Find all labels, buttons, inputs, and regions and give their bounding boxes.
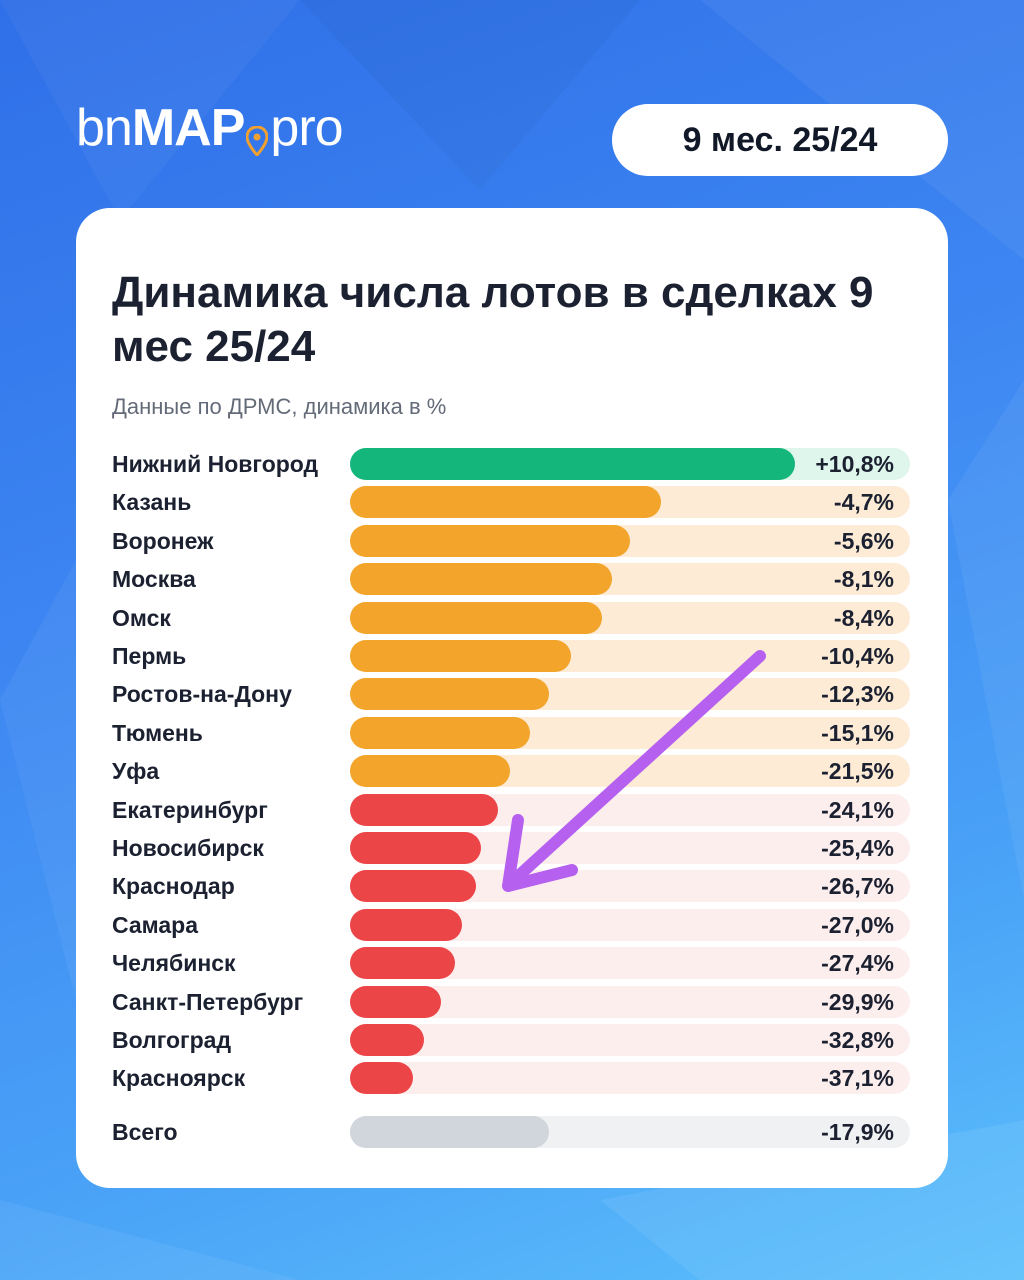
bar-label-15: Волгоград (112, 1027, 232, 1053)
bar-track-5: -10,4% (350, 640, 910, 672)
bnmap-logo: bn MAP pro (76, 98, 344, 158)
bar-value-total: -17,9% (821, 1119, 894, 1145)
bar-3 (350, 563, 612, 595)
bar-track-16: -37,1% (350, 1062, 910, 1094)
bar-value-10: -25,4% (821, 835, 894, 861)
bar-value-11: -26,7% (821, 873, 894, 899)
bar-track-1: -4,7% (350, 486, 910, 518)
bar-7 (350, 717, 530, 749)
bar-track-11: -26,7% (350, 870, 910, 902)
bar-value-9: -24,1% (821, 797, 894, 823)
bar-label-1: Казань (112, 489, 192, 515)
bar-label-4: Омск (112, 605, 171, 631)
bar-6 (350, 678, 549, 710)
bar-label-6: Ростов-на-Дону (112, 681, 292, 707)
bar-label-3: Москва (112, 566, 196, 592)
map-pin-icon (246, 126, 269, 156)
bar-value-12: -27,0% (821, 912, 894, 938)
bar-track-6: -12,3% (350, 678, 910, 710)
logo-map-text: MAP (131, 99, 246, 157)
bar-track-7: -15,1% (350, 717, 910, 749)
bar-14 (350, 986, 441, 1018)
bar-value-3: -8,1% (833, 566, 894, 592)
bar-label-7: Тюмень (112, 720, 203, 746)
bar-11 (350, 870, 476, 902)
bar-value-7: -15,1% (821, 720, 894, 746)
bar-label-8: Уфа (112, 758, 160, 784)
bar-label-total: Всего (112, 1119, 178, 1145)
bar-value-14: -29,9% (821, 989, 894, 1015)
bar-label-13: Челябинск (112, 950, 236, 976)
bar-label-12: Самара (112, 912, 199, 938)
logo-bn-text: bn (76, 99, 133, 157)
bar-track-2: -5,6% (350, 525, 910, 557)
bar-5 (350, 640, 571, 672)
bar-track-3: -8,1% (350, 563, 910, 595)
chart-subtitle: Данные по ДРМС, динамика в % (112, 394, 447, 419)
bar-8 (350, 755, 510, 787)
bar-1 (350, 486, 661, 518)
bar-value-16: -37,1% (821, 1065, 894, 1091)
bar-track-0: +10,8% (350, 448, 910, 480)
bar-track-12: -27,0% (350, 909, 910, 941)
logo-pro-text: pro (270, 99, 343, 157)
bar-0 (350, 448, 795, 480)
bar-value-5: -10,4% (821, 643, 894, 669)
bar-track-total: -17,9% (350, 1116, 910, 1148)
bar-label-9: Екатеринбург (112, 797, 268, 823)
bar-2 (350, 525, 630, 557)
bar-total (350, 1116, 549, 1148)
bar-label-0: Нижний Новгород (112, 451, 319, 477)
bar-rows: Нижний Новгород +10,8% Казань -4,7% Воронеж -… (76, 208, 948, 1188)
bar-label-10: Новосибирск (112, 835, 264, 861)
bar-label-5: Пермь (112, 643, 187, 669)
bar-track-15: -32,8% (350, 1024, 910, 1056)
bar-value-15: -32,8% (821, 1027, 894, 1053)
bar-track-13: -27,4% (350, 947, 910, 979)
bar-label-11: Краснодар (112, 873, 235, 899)
bar-4 (350, 602, 602, 634)
bar-16 (350, 1062, 413, 1094)
bar-label-2: Воронеж (112, 528, 214, 554)
bar-track-14: -29,9% (350, 986, 910, 1018)
bar-value-2: -5,6% (833, 528, 894, 554)
bar-15 (350, 1024, 424, 1056)
bar-track-9: -24,1% (350, 794, 910, 826)
bar-9 (350, 794, 498, 826)
bar-value-0: +10,8% (815, 451, 894, 477)
bar-value-6: -12,3% (821, 681, 894, 707)
bar-track-4: -8,4% (350, 602, 910, 634)
bar-label-16: Красноярск (112, 1065, 246, 1091)
bar-track-10: -25,4% (350, 832, 910, 864)
bar-value-1: -4,7% (833, 489, 894, 515)
bar-12 (350, 909, 462, 941)
bar-10 (350, 832, 481, 864)
bar-value-8: -21,5% (821, 758, 894, 784)
chart-card: Динамика числа лотов в сделках 9 мес 25/… (76, 208, 948, 1188)
bar-value-4: -8,4% (833, 605, 894, 631)
bar-label-14: Санкт-Петербург (112, 989, 304, 1015)
chart-title: Динамика числа лотов в сделках 9 мес 25/… (112, 268, 874, 371)
period-badge: 9 мес. 25/24 (612, 104, 948, 176)
bar-value-13: -27,4% (821, 950, 894, 976)
bar-13 (350, 947, 455, 979)
bar-track-8: -21,5% (350, 755, 910, 787)
